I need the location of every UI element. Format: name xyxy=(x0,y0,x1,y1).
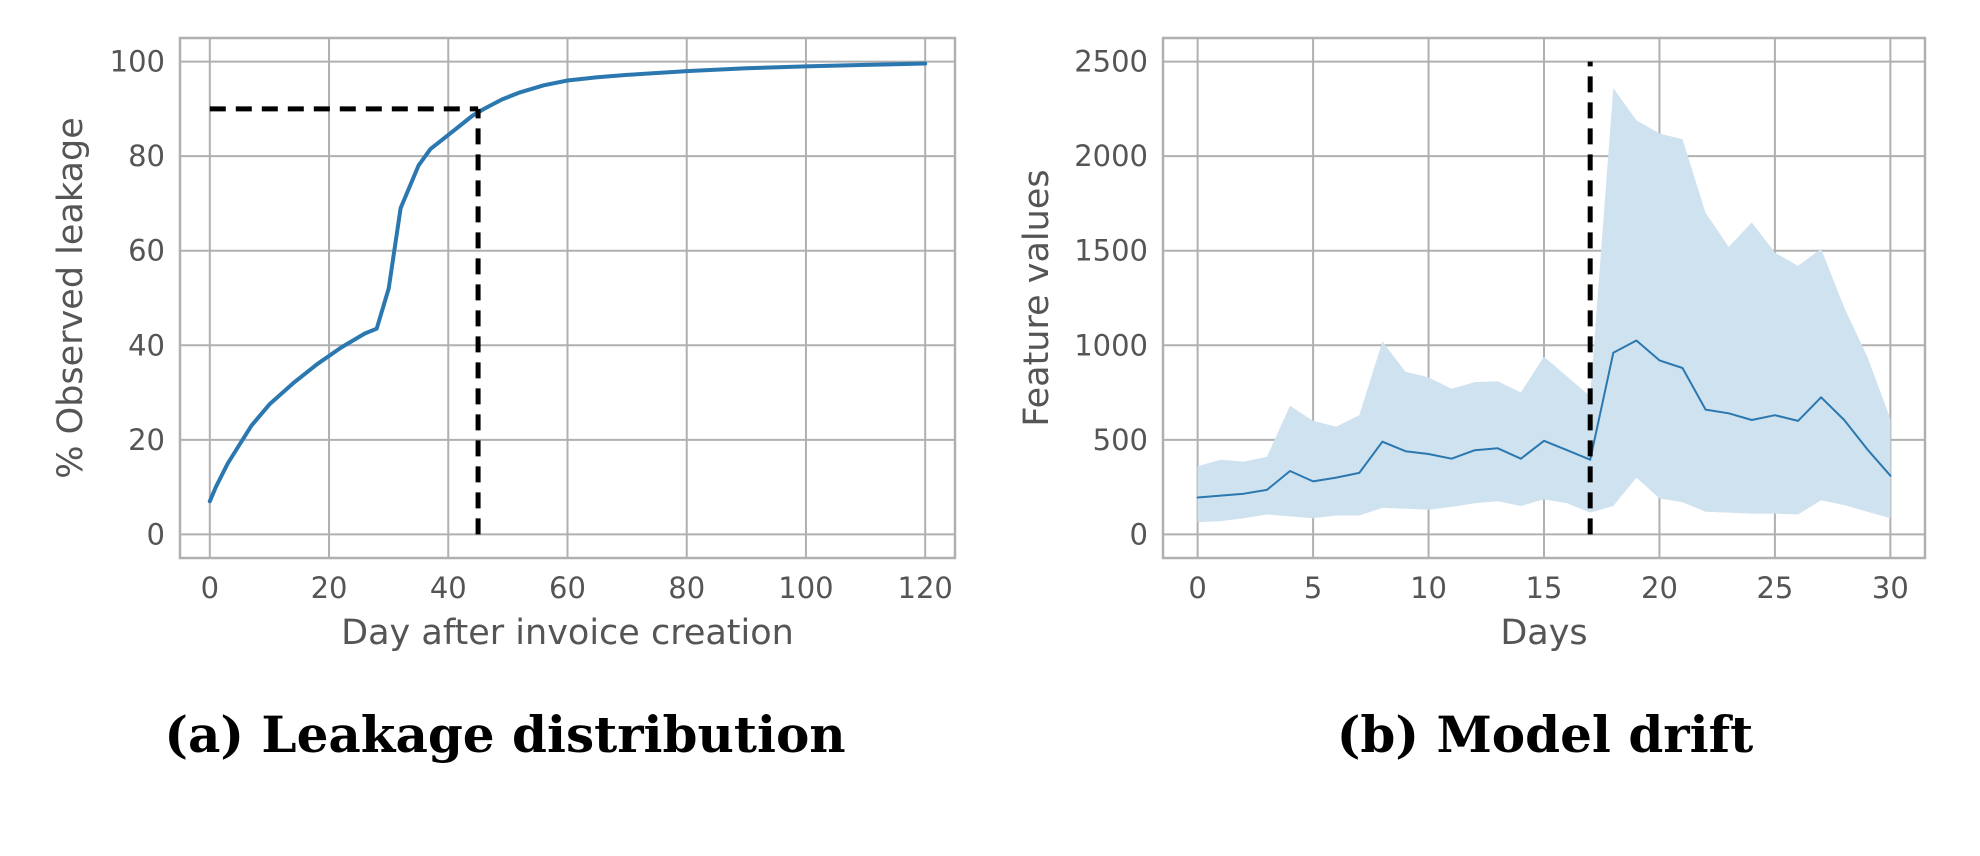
series-line xyxy=(1196,339,1892,499)
x-axis-label: Days xyxy=(1500,613,1587,653)
y-tick-label: 1000 xyxy=(1074,328,1148,362)
x-tick-label: 10 xyxy=(1410,571,1447,605)
x-tick-label: 5 xyxy=(1304,571,1322,605)
x-tick-label: 100 xyxy=(778,571,833,605)
x-tick-label: 0 xyxy=(201,571,219,605)
caption-b: (b) Model drift xyxy=(1337,705,1753,764)
y-tick-label: 0 xyxy=(1130,517,1148,551)
y-axis-label: Feature values xyxy=(1017,169,1057,426)
chart-model-drift: 0 5 10 15 20 25 30 0 500 1000 1500 2000 2500 Days Feat… xyxy=(1017,36,1927,653)
x-tick-label: 0 xyxy=(1188,571,1206,605)
y-tick-label: 500 xyxy=(1093,423,1148,457)
x-tick-label: 25 xyxy=(1756,571,1793,605)
y-tick-label: 0 xyxy=(147,517,165,551)
x-tick-label: 60 xyxy=(549,571,586,605)
y-tick-label: 40 xyxy=(128,328,165,362)
x-tick-label: 40 xyxy=(430,571,467,605)
x-tick-label: 80 xyxy=(668,571,705,605)
confidence-band xyxy=(1197,88,1891,523)
y-tick-label: 80 xyxy=(128,139,165,173)
x-tick-label: 30 xyxy=(1872,571,1909,605)
x-tick-label: 15 xyxy=(1526,571,1563,605)
series-line xyxy=(207,61,928,504)
caption-a: (a) Leakage distribution xyxy=(164,705,845,764)
y-tick-label: 20 xyxy=(128,423,165,457)
x-tick-label: 20 xyxy=(1641,571,1678,605)
y-tick-label: 100 xyxy=(110,45,165,79)
x-axis-label: Day after invoice creation xyxy=(341,613,794,653)
x-tick-label: 20 xyxy=(311,571,348,605)
x-tick-label: 120 xyxy=(898,571,953,605)
chart-leakage-distribution: 0 20 40 60 80 100 120 0 20 40 60 80 100 Day after inv… xyxy=(51,36,957,653)
plot-frame xyxy=(178,36,957,560)
plot-frame xyxy=(1161,36,1927,560)
y-tick-label: 2500 xyxy=(1074,45,1148,79)
y-tick-label: 60 xyxy=(128,234,165,268)
y-axis-label: % Observed leakage xyxy=(51,117,91,478)
y-tick-label: 1500 xyxy=(1074,234,1148,268)
y-tick-label: 2000 xyxy=(1074,139,1148,173)
